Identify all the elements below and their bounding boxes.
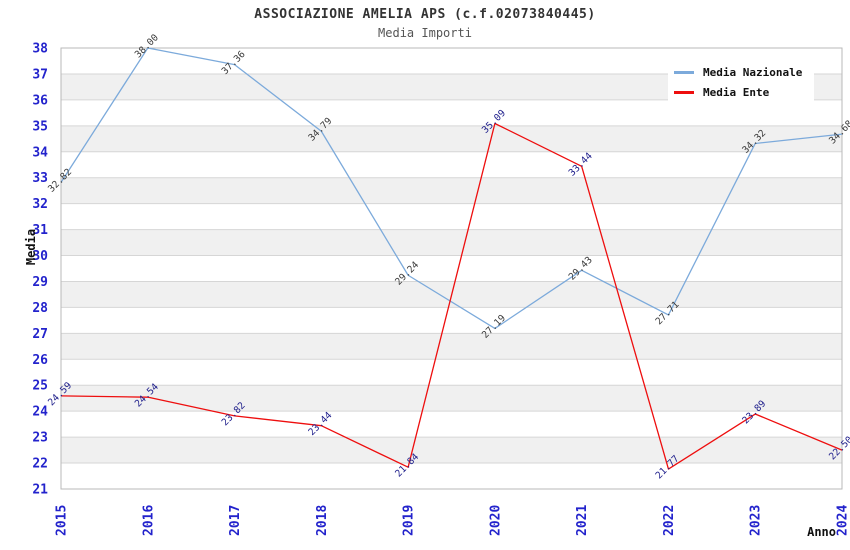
plot-band: [61, 307, 842, 334]
x-tick-label: 2019: [402, 505, 417, 536]
x-axis-label: Anno: [807, 525, 836, 539]
y-tick-label: 38: [32, 42, 48, 57]
x-tick-label: 2024: [836, 505, 850, 536]
y-tick-label: 29: [32, 275, 48, 290]
y-tick-label: 35: [32, 119, 48, 134]
y-axis-label: Media: [24, 228, 38, 266]
x-tick-label: 2023: [749, 505, 764, 536]
legend-label-media-nazionale: Media Nazionale: [703, 65, 803, 79]
x-tick-label: 2020: [488, 505, 503, 536]
legend: Media Nazionale Media Ente: [668, 56, 814, 108]
chart-title: ASSOCIAZIONE AMELIA APS (c.f.02073840445…: [254, 7, 596, 22]
series-line-media-ente: [60, 122, 843, 470]
plot-band: [61, 125, 842, 152]
media-nazionale-line-swatch: [674, 70, 694, 74]
x-tick-label: 2017: [228, 505, 243, 536]
y-tick-label: 22: [32, 457, 48, 472]
y-tick-label: 32: [32, 197, 48, 212]
y-tick-label: 37: [32, 67, 48, 82]
plot-band: [61, 255, 842, 282]
y-tick-label: 28: [32, 301, 48, 316]
plot-band: [61, 203, 842, 230]
series-line-media-nazionale: [60, 47, 843, 330]
plot-band: [61, 385, 842, 412]
plot-band: [61, 333, 842, 360]
plot-band: [61, 359, 842, 386]
x-tick-label: 2018: [315, 505, 330, 536]
x-tick-label: 2016: [141, 505, 156, 536]
plot-band: [61, 437, 842, 464]
y-tick-label: 27: [32, 327, 48, 342]
legend-item-media-nazionale: Media Nazionale: [674, 62, 810, 82]
y-tick-label: 21: [32, 483, 48, 498]
legend-label-media-ente: Media Ente: [703, 85, 770, 99]
y-tick-label: 25: [32, 379, 48, 394]
y-tick-label: 24: [32, 405, 48, 420]
plot-band: [61, 463, 842, 489]
y-tick-label: 31: [32, 223, 48, 238]
plot-band: [61, 229, 842, 256]
plot-band: [61, 411, 842, 438]
y-tick-label: 34: [32, 145, 48, 160]
plot-frame: [60, 47, 843, 490]
x-tick-label: 2021: [575, 505, 590, 536]
y-tick-label: 33: [32, 171, 48, 186]
plot-band: [61, 151, 842, 178]
x-tick-label: 2022: [662, 505, 677, 536]
legend-item-media-ente: Media Ente: [674, 82, 810, 102]
media-ente-line-swatch: [674, 90, 694, 94]
y-tick-label: 36: [32, 93, 48, 108]
y-tick-label: 30: [32, 249, 48, 264]
chart-subtitle: Media Importi: [378, 26, 472, 40]
x-tick-label: 2015: [55, 505, 70, 536]
y-tick-label: 23: [32, 431, 48, 446]
y-tick-label: 26: [32, 353, 48, 368]
plot-band: [61, 177, 842, 204]
